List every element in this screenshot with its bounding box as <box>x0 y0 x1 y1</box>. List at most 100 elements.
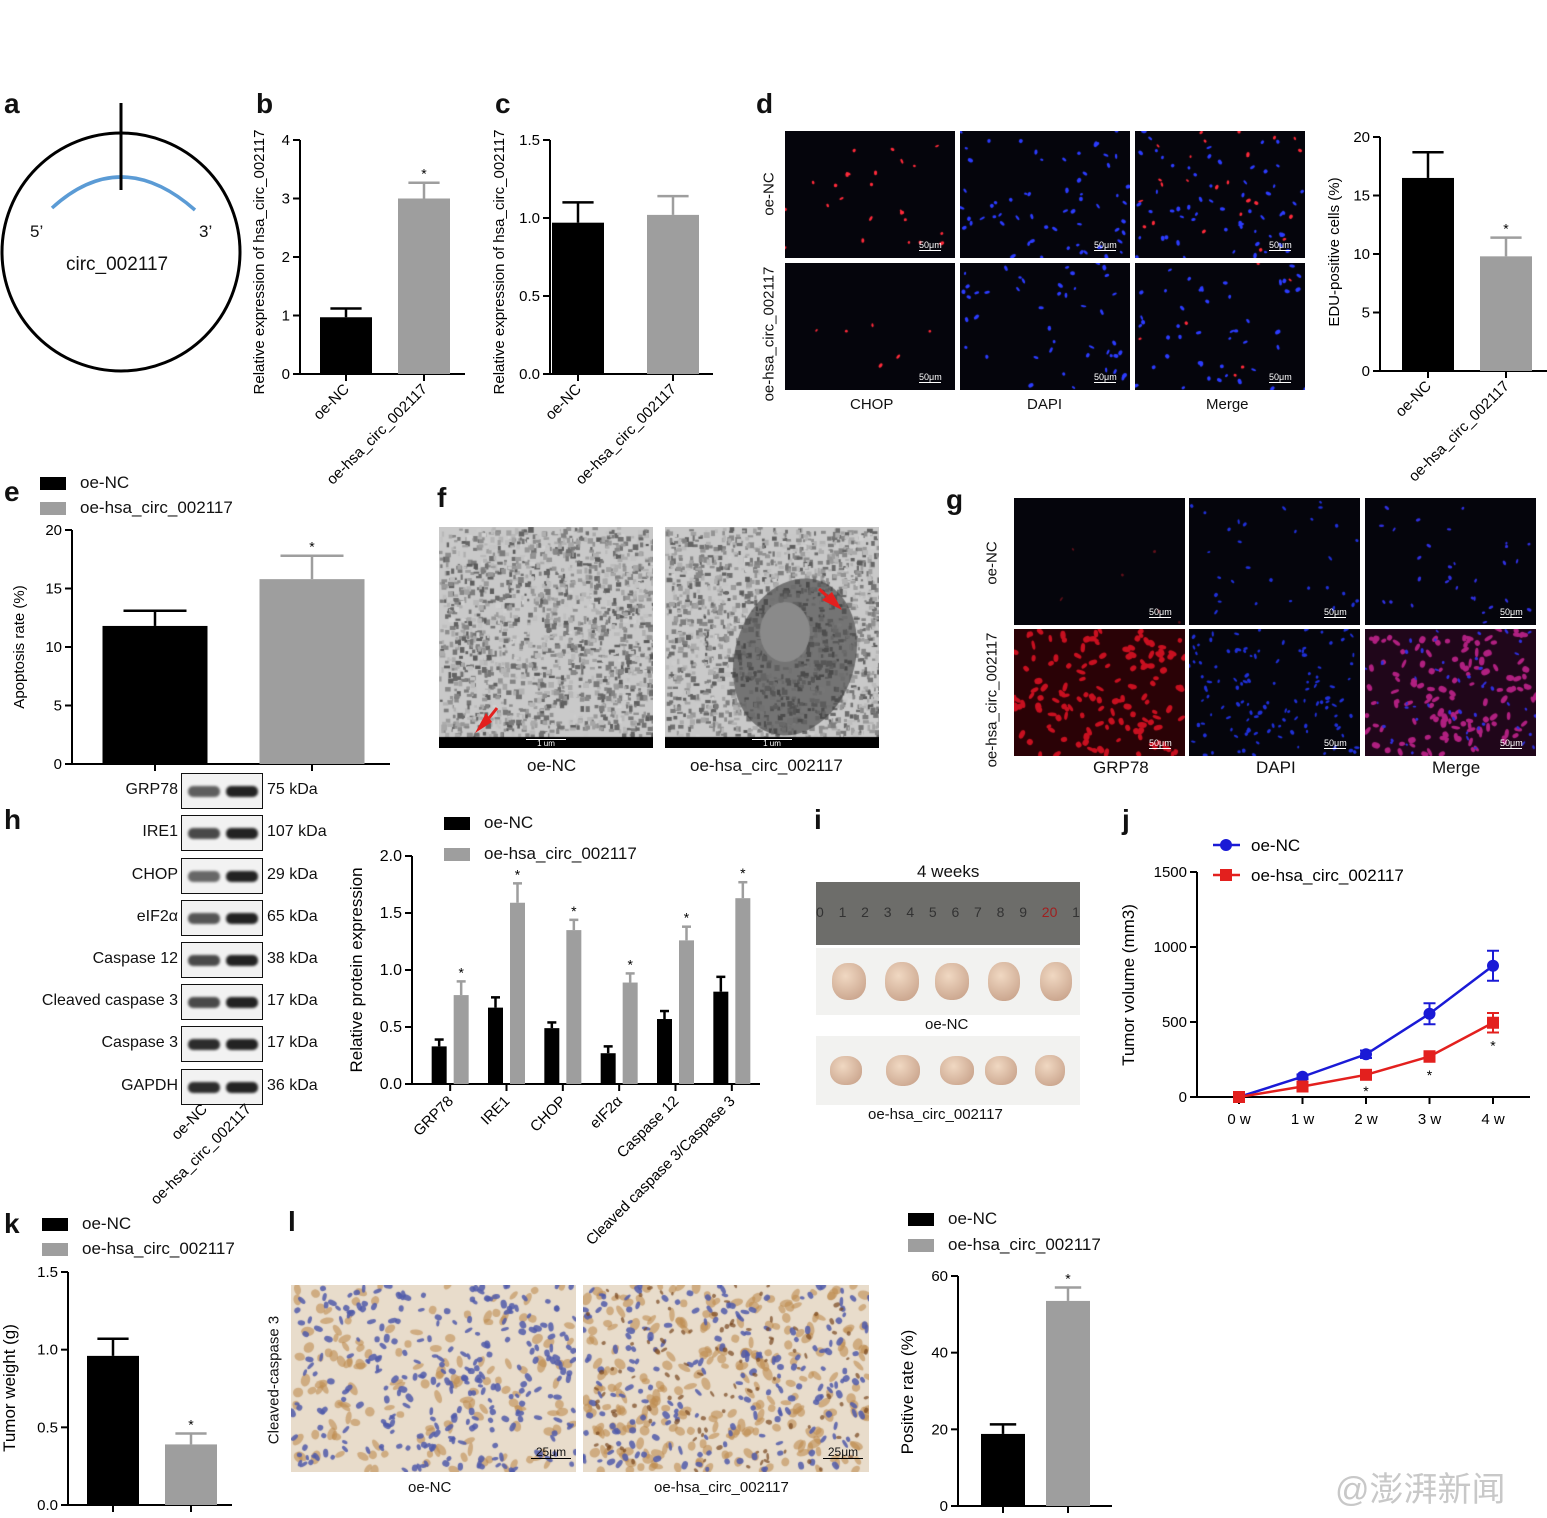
y-tick-label: 15 <box>1353 188 1370 205</box>
tumor-photo-oe-hsa <box>816 1036 1080 1105</box>
western-blot-row <box>181 942 263 978</box>
column-label-chop: CHOP <box>850 396 894 413</box>
data-point <box>1423 1007 1436 1020</box>
bar <box>453 995 469 1084</box>
molecular-weight-label: 107 kDa <box>267 823 327 840</box>
scale-bar: 25μm <box>531 1446 571 1459</box>
y-tick-label: 0 <box>1362 363 1370 380</box>
blot-band <box>188 871 220 882</box>
legend-label: oe-NC <box>948 1209 998 1228</box>
x-tick-label: oe-NC <box>542 381 585 424</box>
micrograph <box>1365 498 1536 625</box>
panel-letter-d: d <box>756 88 774 119</box>
significance-star: * <box>740 865 746 881</box>
blot-band <box>188 786 220 797</box>
data-point <box>1360 1068 1372 1081</box>
legend-marker <box>1220 869 1232 881</box>
bar <box>320 317 372 374</box>
bar <box>981 1433 1025 1506</box>
micrograph <box>1189 498 1360 625</box>
x-tick-label: 1 w <box>1291 1111 1315 1128</box>
scale-bar: 50μm <box>919 240 942 251</box>
western-blot-row <box>181 900 263 936</box>
y-axis-label: Tumor volume (mm3) <box>1119 904 1138 1066</box>
watermark: @澎湃新闻 <box>1335 1471 1506 1509</box>
legend-item-oe-hsa: oe-hsa_circ_002117 <box>444 844 637 864</box>
bar <box>657 1019 672 1084</box>
panel-letter-c: c <box>495 88 511 119</box>
y-tick-label: 500 <box>1162 1014 1187 1031</box>
x-tick-label: IRE1 <box>478 1093 514 1129</box>
legend-swatch <box>42 1242 68 1256</box>
ruler-tick: 9 <box>1019 904 1027 920</box>
data-point <box>1423 1050 1436 1063</box>
legend-swatch <box>444 816 470 830</box>
scale-bar: 50μm <box>1094 372 1117 383</box>
ruler-tick: 4 <box>906 904 915 920</box>
ruler-tick: 5 <box>928 904 937 920</box>
scale-bar: 50μm <box>1324 607 1347 618</box>
legend-label: oe-hsa_circ_002117 <box>80 498 233 517</box>
panel-letter-b: b <box>256 88 274 119</box>
legend-item-oe-hsa: oe-hsa_circ_002117 <box>40 498 233 518</box>
legend-swatch <box>444 847 470 861</box>
significance-star: * <box>188 1417 194 1433</box>
data-point <box>1487 959 1499 972</box>
x-tick-label: CHOP <box>527 1093 570 1136</box>
legend-item-oe-nc: oe-NC <box>444 813 533 833</box>
scale-bar: 50μm <box>1500 607 1523 618</box>
x-tick-label: 2 w <box>1354 1111 1378 1128</box>
y-tick-label: 2.0 <box>380 848 402 865</box>
bar <box>713 991 729 1084</box>
significance-star: * <box>571 903 577 919</box>
legend-item-oe-hsa: oe-hsa_circ_002117 <box>908 1235 1101 1255</box>
legend-swatch <box>40 476 66 490</box>
y-axis-label: Relative expression of hsa_circ_002117 <box>251 130 268 395</box>
scale-bar: 50μm <box>1500 738 1523 749</box>
bar <box>544 1028 560 1084</box>
legend-label: oe-NC <box>82 1214 132 1233</box>
tem-image-oe-hsa <box>665 527 879 748</box>
panel-letter-a: a <box>4 88 20 119</box>
tem-scale-bar: 1 um <box>752 739 792 748</box>
bar <box>622 982 638 1084</box>
blot-band <box>226 828 258 839</box>
bar <box>398 198 450 374</box>
ihc-label-oe-nc: oe-NC <box>408 1479 452 1496</box>
panel-letter-l: l <box>288 1206 296 1237</box>
micrograph <box>1014 629 1185 756</box>
blot-band <box>226 1082 258 1093</box>
ruler-image: 0 1 2 3 4 5 6 7 8 9 20 1 <box>816 882 1080 945</box>
molecular-weight-label: 36 kDa <box>267 1077 318 1094</box>
bar <box>1046 1300 1090 1506</box>
red-arrow-icon <box>475 713 492 733</box>
y-tick-label: 1.5 <box>380 905 402 922</box>
panel-letter-j: j <box>1122 804 1130 835</box>
red-arrow-icon <box>822 592 842 610</box>
data-point <box>1296 1080 1309 1093</box>
ruler-tick: 6 <box>951 904 960 920</box>
y-tick-label: 15 <box>45 581 62 598</box>
legend-swatch <box>40 501 66 515</box>
bar <box>679 940 694 1084</box>
y-axis-label: Relative protein expression <box>347 867 366 1072</box>
panel-letter-g: g <box>946 484 964 515</box>
y-tick-label: 1000 <box>1154 939 1187 956</box>
y-tick-label: 2 <box>282 249 290 266</box>
bar <box>1402 177 1454 371</box>
tem-image-oe-nc <box>439 527 653 748</box>
bar <box>259 579 365 764</box>
y-tick-label: 1500 <box>1154 864 1187 881</box>
tem-label-oe-hsa: oe-hsa_circ_002117 <box>690 756 843 775</box>
y-tick-label: 60 <box>931 1268 948 1285</box>
significance-star: * <box>1503 221 1509 237</box>
legend-swatch <box>42 1217 68 1231</box>
tumor <box>885 962 919 1001</box>
legend-label: oe-hsa_circ_002117 <box>484 844 637 863</box>
protein-label: IRE1 <box>142 823 178 840</box>
tumor <box>832 963 866 1000</box>
data-point <box>1296 1070 1309 1083</box>
tumor <box>985 1056 1017 1085</box>
bar <box>488 1007 503 1084</box>
y-tick-label: 20 <box>1353 129 1370 146</box>
